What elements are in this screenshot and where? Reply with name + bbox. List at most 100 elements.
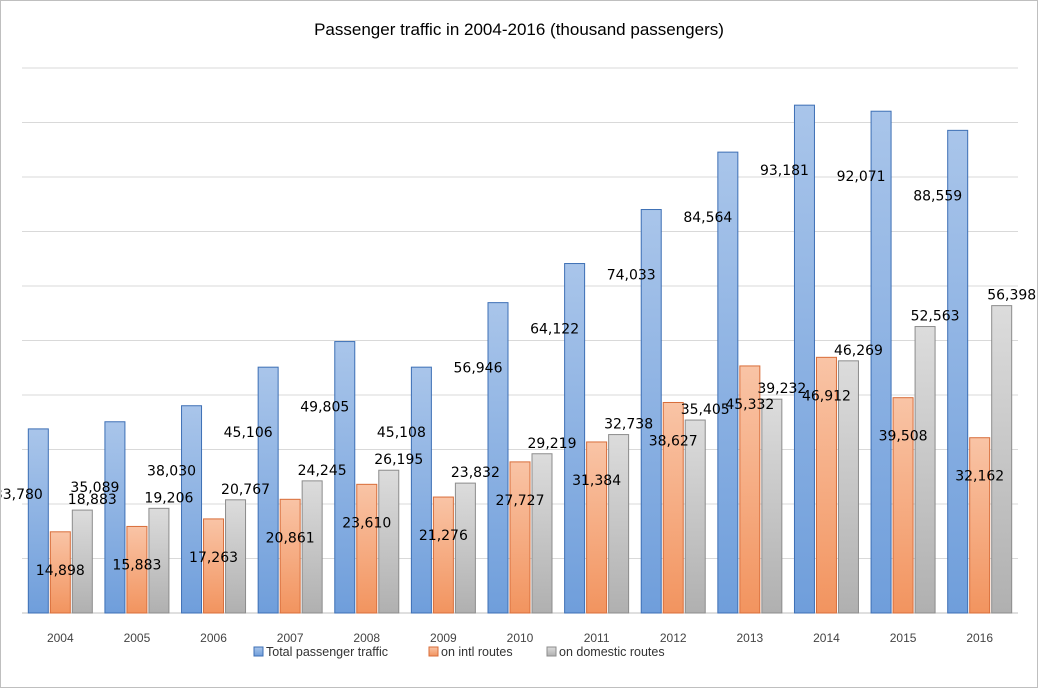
legend-label-total: Total passenger traffic	[266, 645, 388, 659]
x-tick-label: 2015	[890, 631, 917, 645]
bar-domestic-2014	[837, 360, 859, 614]
bar-intl-2016	[969, 437, 991, 614]
data-label-total-2009: 45,108	[377, 425, 426, 441]
data-label-domestic-2007: 24,245	[298, 463, 347, 479]
data-label-total-2012: 74,033	[607, 268, 656, 284]
bar-total-2008	[334, 341, 356, 614]
bar-domestic-2005	[148, 507, 170, 614]
bar-intl-2013	[739, 365, 761, 614]
bar-domestic-2010	[531, 453, 553, 614]
bar-intl-2012	[662, 401, 684, 614]
data-label-intl-2007: 20,861	[266, 530, 315, 546]
legend: Total passenger traffic on intl routes on …	[253, 645, 665, 659]
legend-label-intl: on intl routes	[441, 645, 513, 659]
data-label-total-2006: 38,030	[147, 464, 196, 480]
legend-swatch-intl	[428, 646, 439, 657]
bar-total-2006	[181, 405, 203, 614]
data-label-domestic-2010: 29,219	[528, 436, 577, 452]
data-label-total-2008: 49,805	[300, 400, 349, 416]
data-label-domestic-2008: 26,195	[374, 452, 423, 468]
bar-total-2012	[640, 209, 662, 614]
bar-domestic-2012	[684, 419, 706, 614]
data-label-total-2014: 93,181	[760, 163, 809, 179]
data-label-domestic-2016: 56,398	[987, 288, 1036, 304]
bar-intl-2009	[432, 496, 454, 614]
legend-swatch-domestic	[546, 646, 557, 657]
data-label-total-2007: 45,106	[224, 425, 273, 441]
data-label-intl-2006: 17,263	[189, 550, 238, 566]
data-label-intl-2013: 45,332	[725, 397, 774, 413]
x-tick-label: 2012	[660, 631, 687, 645]
bar-intl-2011	[586, 441, 608, 614]
data-label-total-2010: 56,946	[454, 361, 503, 377]
bar-domestic-2011	[608, 434, 630, 614]
bar-intl-2015	[892, 397, 914, 614]
x-tick-label: 2009	[430, 631, 457, 645]
data-label-domestic-2012: 35,405	[681, 402, 730, 418]
data-label-intl-2011: 31,384	[572, 473, 621, 489]
bar-intl-2007	[279, 498, 301, 614]
bar-domestic-2015	[914, 326, 936, 614]
bar-total-2004	[27, 428, 49, 614]
bar-domestic-2004	[71, 509, 93, 614]
bar-domestic-2007	[301, 480, 323, 614]
bar-intl-2008	[356, 483, 378, 614]
data-label-domestic-2014: 46,269	[834, 343, 883, 359]
bar-intl-2014	[815, 356, 837, 614]
data-label-domestic-2011: 32,738	[604, 417, 653, 433]
data-label-total-2011: 64,122	[530, 322, 579, 338]
bar-total-2013	[717, 151, 739, 614]
bar-intl-2010	[509, 461, 531, 614]
x-tick-label: 2013	[736, 631, 763, 645]
x-tick-label: 2011	[584, 631, 610, 645]
data-label-total-2004: 33,780	[1, 487, 43, 503]
x-tick-label: 2005	[124, 631, 151, 645]
data-label-intl-2008: 23,610	[342, 515, 391, 531]
data-label-intl-2005: 15,883	[112, 557, 161, 573]
data-label-domestic-2015: 52,563	[911, 309, 960, 325]
legend-label-domestic: on domestic routes	[559, 645, 665, 659]
x-tick-label: 2016	[966, 631, 993, 645]
bar-total-2009	[410, 366, 432, 614]
data-label-total-2005: 35,089	[70, 480, 119, 496]
data-label-intl-2014: 46,912	[802, 388, 851, 404]
legend-swatch-total	[253, 646, 264, 657]
bar-domestic-2013	[761, 398, 783, 614]
bar-intl-2005	[126, 525, 148, 614]
bar-total-2010	[487, 302, 509, 614]
data-label-intl-2009: 21,276	[419, 528, 468, 544]
bar-domestic-2008	[378, 469, 400, 614]
bar-total-2014	[793, 104, 815, 614]
bar-total-2015	[870, 110, 892, 614]
x-tick-label: 2007	[277, 631, 304, 645]
bar-intl-2006	[203, 518, 225, 614]
chart-title: Passenger traffic in 2004-2016 (thousand…	[314, 20, 724, 39]
bar-intl-2004	[49, 531, 71, 614]
x-tick-label: 2004	[47, 631, 74, 645]
bar-domestic-2009	[454, 482, 476, 614]
x-tick-label: 2006	[200, 631, 227, 645]
bars	[27, 104, 1013, 614]
bar-domestic-2016	[991, 305, 1013, 614]
bar-total-2007	[257, 366, 279, 614]
bar-total-2016	[947, 129, 969, 614]
bar-total-2011	[564, 263, 586, 614]
data-label-total-2013: 84,564	[683, 210, 732, 226]
data-label-domestic-2004: 18,883	[68, 492, 117, 508]
data-label-total-2015: 92,071	[837, 169, 886, 185]
data-label-domestic-2005: 19,206	[144, 490, 193, 506]
data-label-domestic-2013: 39,232	[757, 381, 806, 397]
x-axis-ticks: 2004 2005 2006 2007 2008 2009 2010 2011 2012 2013…	[47, 631, 993, 645]
data-label-intl-2015: 39,508	[879, 429, 928, 445]
bar-domestic-2006	[225, 499, 247, 614]
bar-total-2005	[104, 421, 126, 614]
data-label-domestic-2006: 20,767	[221, 482, 270, 498]
data-label-intl-2012: 38,627	[649, 433, 698, 449]
x-tick-label: 2010	[507, 631, 534, 645]
x-tick-label: 2008	[353, 631, 380, 645]
data-label-intl-2010: 27,727	[496, 493, 545, 509]
data-label-intl-2004: 14,898	[36, 563, 85, 579]
